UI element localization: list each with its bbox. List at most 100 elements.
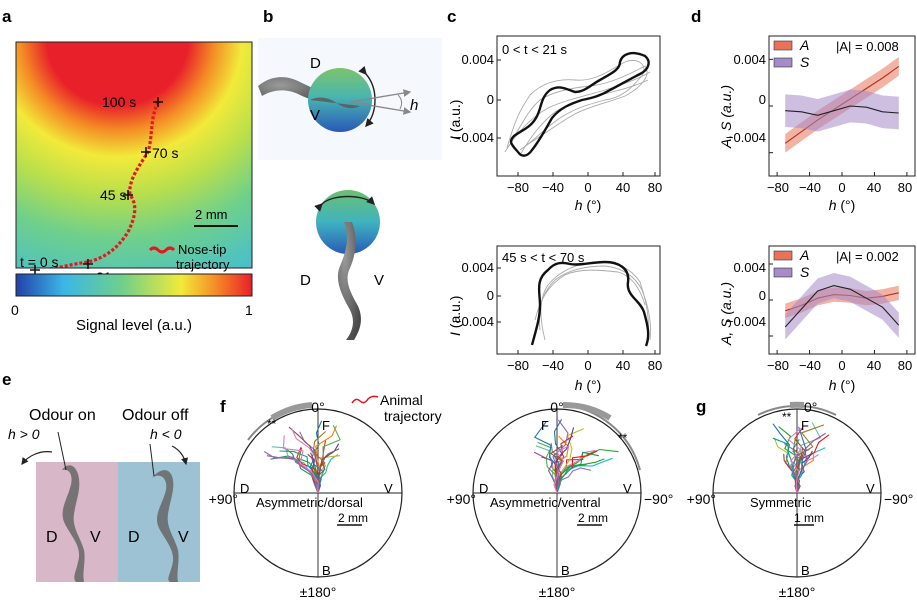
animal-trajectory (556, 464, 587, 494)
d-band-s (785, 273, 899, 340)
e-dorsal-2: D (128, 529, 140, 546)
d-top-xtick-3: 0 (838, 180, 845, 195)
time-label-45s: 45 s (100, 187, 126, 203)
colorbar (15, 273, 253, 297)
d-bottom-legend-a-swatch (773, 250, 793, 261)
time-label-100s: 100 s (102, 94, 136, 110)
c-top-ytick-2: 0 (487, 92, 494, 107)
f2-backward: B (561, 563, 570, 578)
g-forward: F (801, 418, 809, 433)
sweep-arrow-bottom (314, 195, 375, 212)
d-top-xtick-4: 40 (867, 180, 881, 195)
animal-trajectory (783, 453, 798, 494)
d-bottom-marks (769, 263, 908, 354)
d-top-legend-s: S (800, 54, 810, 70)
animal-trajectory (282, 435, 319, 493)
d-series-s (784, 285, 900, 328)
legend-nose-tip: Nose-tip (178, 242, 226, 257)
c-bottom-xtick-1: −80 (507, 358, 529, 373)
f1-scale-label: 2 mm (338, 511, 368, 525)
g-title: Symmetric (750, 495, 812, 510)
e-ref-line-2 (149, 443, 155, 477)
b-top-dorsal: D (310, 55, 321, 72)
d-band-s (785, 89, 899, 132)
f1-backward: B (322, 563, 331, 578)
e-dorsal-1: D (46, 529, 58, 546)
c-top-xtick-5: 80 (648, 180, 662, 195)
c-top-xlabel: h (°) (575, 197, 602, 213)
g-minus90: −90° (884, 491, 913, 507)
c-bottom-window: 45 s < t < 70 s (502, 250, 585, 265)
f2-dorsal: D (479, 481, 488, 496)
animal-trajectory (549, 445, 565, 494)
g-scale-label: 1 mm (794, 511, 824, 525)
f2-significance-arc-thick (562, 401, 612, 421)
e-ventral-1: V (90, 529, 101, 546)
colorbar-min: 0 (11, 302, 19, 318)
d-bottom-ytick-1: 0.004 (733, 260, 766, 275)
c-top-black-trace (509, 51, 650, 157)
f1-significance: ** (267, 417, 277, 431)
c-bottom-xlabel: h (°) (575, 377, 602, 393)
c-bottom-ytick-2: 0 (487, 288, 494, 303)
legend-animal-trajectory-swatch (351, 395, 379, 404)
d-bottom-xtick-1: −80 (767, 358, 789, 373)
worm-odour-on (62, 465, 85, 582)
d-bottom-legend-s: S (800, 264, 810, 280)
animal-trajectory (316, 448, 340, 494)
b-top-ventral: V (310, 107, 320, 124)
panel-a-frame (15, 41, 253, 269)
d-bottom-xtick-3: 0 (838, 358, 845, 373)
c-top-xtick-1: −80 (507, 180, 529, 195)
d-top-ytick-3: −0.004 (726, 130, 766, 145)
f2-plus90: +90° (447, 491, 476, 507)
b-bottom-dorsal: D (300, 272, 311, 289)
d-bottom-legend-a: A (799, 247, 809, 263)
animal-trajectory (263, 451, 319, 494)
f2-zero-label: 0° (550, 399, 563, 415)
colorbar-max: 1 (245, 302, 253, 318)
e-ref-line-1 (57, 431, 67, 471)
c-top-ytick-3: −0.004 (454, 130, 494, 145)
f2-pm180: ±180° (539, 584, 576, 600)
c-bottom-xtick-3: 0 (584, 358, 591, 373)
f1-forward: F (322, 418, 330, 433)
f1-zero-label: 0° (311, 399, 324, 415)
d-bottom-xtick-2: −40 (799, 358, 821, 373)
d-top-legend-s-swatch (773, 57, 793, 68)
d-series-s (785, 105, 899, 116)
legend-trajectory: trajectory (176, 257, 230, 272)
f1-plus90: +90° (209, 491, 238, 507)
legend-animal: Animal (380, 392, 423, 408)
c-top-xtick-3: 0 (584, 180, 591, 195)
d-top-legend-a: A (799, 37, 809, 53)
colorbar-label: Signal level (a.u.) (76, 317, 192, 334)
angle-arc-h (397, 94, 403, 110)
c-bottom-ytick-3: −0.004 (454, 314, 494, 329)
d-top-ytick-2: 0 (759, 92, 766, 107)
d-top-annotation: |A| = 0.008 (836, 39, 899, 54)
animal-trajectory (790, 450, 799, 494)
d-top-legend-a-swatch (773, 40, 793, 51)
g-zero-label: 0° (804, 399, 817, 415)
c-top-xtick-2: −40 (542, 180, 564, 195)
f1-trajectories (263, 420, 341, 494)
d-top-xtick-2: −40 (799, 180, 821, 195)
d-top-ylabel: A, S (a.u.) (718, 85, 734, 149)
panel-d: 0.004 0 −0.004 −80 −40 0 40 80 A S |A| =… (718, 35, 916, 393)
c-top-ytick-1: 0.004 (461, 52, 494, 67)
d-bottom-xlabel: h (°) (829, 377, 856, 393)
f2-title: Asymmetric/ventral (490, 495, 601, 510)
f1-title: Asymmetric/dorsal (256, 495, 363, 510)
panel-a: t = 0 s 21 s 45 s 70 s 100 s 2 mm Nose-t… (11, 41, 253, 334)
animal-trajectory (791, 439, 800, 494)
animal-trajectory (553, 445, 570, 494)
signal-heatmap (16, 42, 252, 268)
d-bottom-ytick-3: −0.004 (726, 314, 766, 329)
f1-ventral: V (384, 481, 393, 496)
animal-trajectory (312, 431, 326, 494)
g-trajectories (772, 422, 830, 494)
d-top-xtick-1: −80 (767, 180, 789, 195)
f2-minus90: −90° (644, 491, 673, 507)
